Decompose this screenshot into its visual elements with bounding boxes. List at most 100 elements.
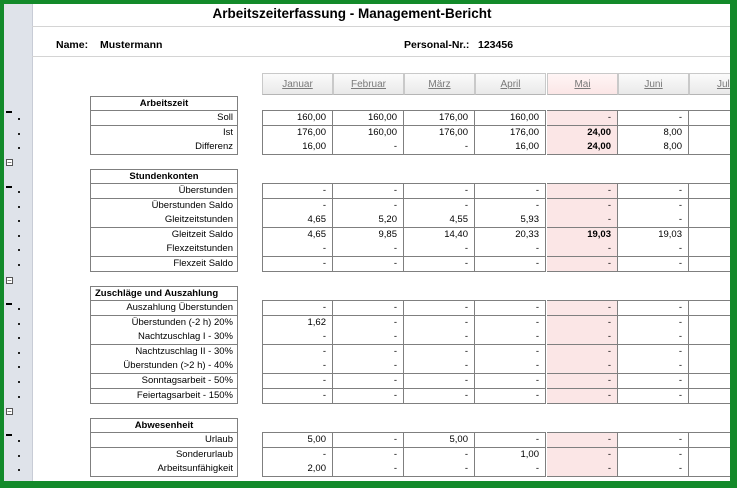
cell-flexzeit-saldo-mai[interactable]: - <box>547 257 618 272</box>
cell-ueberstunden-2-h-20-maerz[interactable]: - <box>404 315 475 331</box>
cell-sonderurlaub-februar[interactable]: - <box>333 447 404 463</box>
cell-sonntagsarbeit-50-mai[interactable]: - <box>547 374 618 389</box>
cell-flexzeitstunden-mai[interactable]: - <box>547 242 618 258</box>
cell-sonntagsarbeit-50-april[interactable]: - <box>475 374 546 389</box>
cell-flexzeit-saldo-juni[interactable]: - <box>618 257 689 272</box>
cell-ist-januar[interactable]: 176,00 <box>262 125 333 141</box>
cell-sonntagsarbeit-50-januar[interactable]: - <box>262 374 333 389</box>
cell-gleitzeitstunden-juni[interactable]: - <box>618 213 689 229</box>
cell-soll-januar[interactable]: 160,00 <box>262 110 333 126</box>
cell-gleitzeitstunden-januar[interactable]: 4,65 <box>262 213 333 229</box>
cell-ueberstunden-saldo-juni[interactable]: - <box>618 198 689 214</box>
cell-flexzeit-saldo-januar[interactable]: - <box>262 257 333 272</box>
month-header-juni[interactable]: Juni <box>618 73 689 95</box>
cell-ist-juli[interactable] <box>689 125 730 141</box>
outline-collapse-button[interactable]: – <box>6 408 13 415</box>
cell-ueberstunden-januar[interactable]: - <box>262 183 333 199</box>
cell-nachtzuschlag-i-30-juni[interactable]: - <box>618 330 689 346</box>
month-header-januar[interactable]: Januar <box>262 73 333 95</box>
cell-feiertagsarbeit-150-februar[interactable]: - <box>333 388 404 404</box>
cell-arbeitsunfaehigkeit-februar[interactable]: - <box>333 462 404 478</box>
cell-urlaub-mai[interactable]: - <box>547 432 618 448</box>
cell-soll-april[interactable]: 160,00 <box>475 110 546 126</box>
cell-ueberstunden-2-h-20-januar[interactable]: 1,62 <box>262 315 333 331</box>
cell-sonderurlaub-maerz[interactable]: - <box>404 447 475 463</box>
cell-sonntagsarbeit-50-juli[interactable] <box>689 374 730 389</box>
cell-ueberstunden-2-h-40-juni[interactable]: - <box>618 359 689 375</box>
cell-soll-juni[interactable]: - <box>618 110 689 126</box>
cell-nachtzuschlag-ii-30-juni[interactable]: - <box>618 344 689 360</box>
cell-sonderurlaub-mai[interactable]: - <box>547 447 618 463</box>
cell-flexzeit-saldo-april[interactable]: - <box>475 257 546 272</box>
cell-differenz-juli[interactable] <box>689 140 730 156</box>
cell-urlaub-juli[interactable] <box>689 432 730 448</box>
cell-auszahlung-ueberstunden-maerz[interactable]: - <box>404 300 475 316</box>
cell-soll-maerz[interactable]: 176,00 <box>404 110 475 126</box>
cell-ist-maerz[interactable]: 176,00 <box>404 125 475 141</box>
cell-nachtzuschlag-ii-30-mai[interactable]: - <box>547 344 618 360</box>
cell-gleitzeitstunden-april[interactable]: 5,93 <box>475 213 546 229</box>
month-header-april[interactable]: April <box>475 73 546 95</box>
personal-number-value[interactable]: 123456 <box>478 39 514 51</box>
cell-auszahlung-ueberstunden-januar[interactable]: - <box>262 300 333 316</box>
cell-ueberstunden-saldo-juli[interactable] <box>689 198 730 214</box>
cell-gleitzeit-saldo-mai[interactable]: 19,03 <box>547 227 618 243</box>
cell-differenz-februar[interactable]: - <box>333 140 404 156</box>
cell-urlaub-juni[interactable]: - <box>618 432 689 448</box>
cell-ist-mai[interactable]: 24,00 <box>547 125 618 141</box>
cell-ueberstunden-maerz[interactable]: - <box>404 183 475 199</box>
cell-ueberstunden-saldo-maerz[interactable]: - <box>404 198 475 214</box>
cell-ueberstunden-2-h-40-april[interactable]: - <box>475 359 546 375</box>
cell-flexzeit-saldo-februar[interactable]: - <box>333 257 404 272</box>
cell-differenz-mai[interactable]: 24,00 <box>547 140 618 156</box>
cell-differenz-juni[interactable]: 8,00 <box>618 140 689 156</box>
cell-nachtzuschlag-i-30-maerz[interactable]: - <box>404 330 475 346</box>
cell-differenz-maerz[interactable]: - <box>404 140 475 156</box>
cell-nachtzuschlag-ii-30-februar[interactable]: - <box>333 344 404 360</box>
cell-feiertagsarbeit-150-juni[interactable]: - <box>618 388 689 404</box>
cell-gleitzeit-saldo-april[interactable]: 20,33 <box>475 227 546 243</box>
cell-sonderurlaub-januar[interactable]: - <box>262 447 333 463</box>
month-header-juli[interactable]: Juli <box>689 73 730 95</box>
cell-flexzeitstunden-januar[interactable]: - <box>262 242 333 258</box>
cell-ueberstunden-2-h-40-mai[interactable]: - <box>547 359 618 375</box>
cell-nachtzuschlag-i-30-juli[interactable] <box>689 330 730 346</box>
month-header-mai[interactable]: Mai <box>547 73 618 95</box>
cell-feiertagsarbeit-150-april[interactable]: - <box>475 388 546 404</box>
cell-gleitzeitstunden-juli[interactable] <box>689 213 730 229</box>
cell-urlaub-april[interactable]: - <box>475 432 546 448</box>
cell-auszahlung-ueberstunden-juni[interactable]: - <box>618 300 689 316</box>
cell-ueberstunden-juli[interactable] <box>689 183 730 199</box>
cell-nachtzuschlag-i-30-februar[interactable]: - <box>333 330 404 346</box>
month-header-maerz[interactable]: März <box>404 73 475 95</box>
cell-ueberstunden-2-h-20-juni[interactable]: - <box>618 315 689 331</box>
cell-sonntagsarbeit-50-juni[interactable]: - <box>618 374 689 389</box>
cell-gleitzeit-saldo-februar[interactable]: 9,85 <box>333 227 404 243</box>
cell-auszahlung-ueberstunden-februar[interactable]: - <box>333 300 404 316</box>
cell-ueberstunden-april[interactable]: - <box>475 183 546 199</box>
cell-nachtzuschlag-i-30-januar[interactable]: - <box>262 330 333 346</box>
cell-soll-februar[interactable]: 160,00 <box>333 110 404 126</box>
cell-arbeitsunfaehigkeit-juli[interactable] <box>689 462 730 478</box>
cell-arbeitsunfaehigkeit-mai[interactable]: - <box>547 462 618 478</box>
cell-gleitzeitstunden-maerz[interactable]: 4,55 <box>404 213 475 229</box>
month-header-februar[interactable]: Februar <box>333 73 404 95</box>
cell-flexzeitstunden-maerz[interactable]: - <box>404 242 475 258</box>
cell-gleitzeitstunden-februar[interactable]: 5,20 <box>333 213 404 229</box>
cell-sonderurlaub-juni[interactable]: - <box>618 447 689 463</box>
cell-arbeitsunfaehigkeit-januar[interactable]: 2,00 <box>262 462 333 478</box>
cell-ueberstunden-mai[interactable]: - <box>547 183 618 199</box>
cell-differenz-januar[interactable]: 16,00 <box>262 140 333 156</box>
cell-ueberstunden-2-h-20-mai[interactable]: - <box>547 315 618 331</box>
cell-arbeitsunfaehigkeit-juni[interactable]: - <box>618 462 689 478</box>
cell-ueberstunden-2-h-20-juli[interactable] <box>689 315 730 331</box>
cell-ueberstunden-2-h-20-februar[interactable]: - <box>333 315 404 331</box>
cell-ueberstunden-2-h-40-juli[interactable] <box>689 359 730 375</box>
cell-feiertagsarbeit-150-maerz[interactable]: - <box>404 388 475 404</box>
cell-ueberstunden-saldo-februar[interactable]: - <box>333 198 404 214</box>
cell-sonderurlaub-april[interactable]: 1,00 <box>475 447 546 463</box>
cell-soll-juli[interactable] <box>689 110 730 126</box>
cell-nachtzuschlag-ii-30-april[interactable]: - <box>475 344 546 360</box>
cell-ueberstunden-juni[interactable]: - <box>618 183 689 199</box>
cell-ueberstunden-2-h-40-januar[interactable]: - <box>262 359 333 375</box>
